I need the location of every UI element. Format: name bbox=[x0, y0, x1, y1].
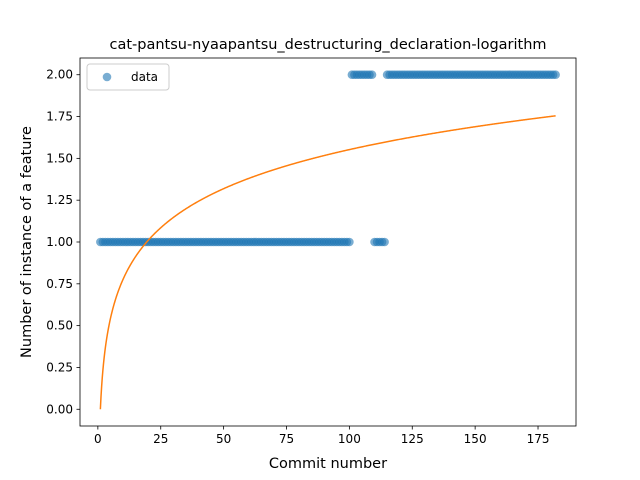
legend-marker bbox=[102, 72, 112, 82]
y-axis-label: Number of instance of a feature bbox=[19, 126, 35, 358]
y-tick-label: 0.00 bbox=[46, 402, 73, 416]
x-tick-label: 0 bbox=[94, 432, 102, 446]
y-tick-label: 1.50 bbox=[46, 151, 73, 165]
y-tick-label: 2.00 bbox=[46, 68, 73, 82]
x-tick-label: 150 bbox=[464, 432, 487, 446]
legend: data bbox=[86, 63, 170, 91]
y-tick-label: 1.25 bbox=[46, 193, 73, 207]
legend-frame bbox=[86, 63, 170, 91]
x-axis-label: Commit number bbox=[269, 456, 387, 472]
x-tick-label: 75 bbox=[279, 432, 294, 446]
x-tick-label: 125 bbox=[401, 432, 424, 446]
chart-title: cat-pantsu-nyaapantsu_destructuring_decl… bbox=[109, 37, 546, 53]
data-point bbox=[380, 237, 389, 247]
x-tick-label: 100 bbox=[338, 432, 361, 446]
axes: 0 25 50 75 100 125 150 175 0.00 0.25 0.50 0.75 1.00 1… bbox=[46, 57, 577, 446]
y-tick-label: 0.50 bbox=[46, 319, 73, 333]
x-tick-label: 175 bbox=[527, 432, 550, 446]
plot-area bbox=[96, 70, 560, 410]
x-tick-label: 25 bbox=[153, 432, 168, 446]
y-tick-label: 1.75 bbox=[46, 110, 73, 124]
y-tick-label: 0.75 bbox=[46, 277, 73, 291]
data-point bbox=[367, 70, 377, 80]
x-tick-label: 50 bbox=[216, 432, 231, 446]
legend-label-data: data bbox=[131, 70, 158, 84]
y-tick-label: 0.25 bbox=[46, 360, 73, 374]
y-tick-label: 1.00 bbox=[46, 235, 73, 249]
data-point bbox=[551, 70, 560, 80]
data-point bbox=[345, 237, 354, 247]
fit-line bbox=[99, 115, 556, 410]
